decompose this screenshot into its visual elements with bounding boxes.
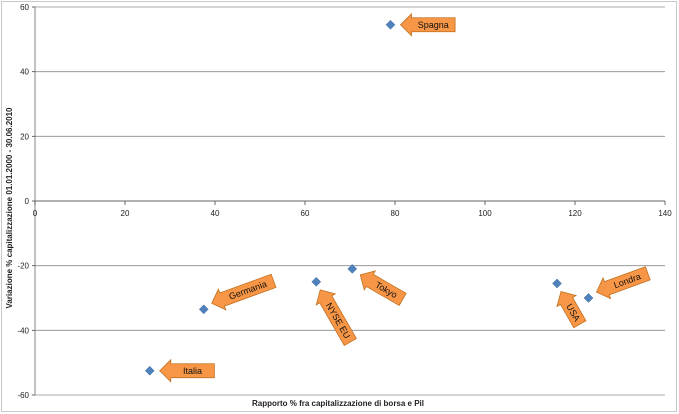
callout-londra: Londra xyxy=(595,266,651,300)
x-tick-label: 140 xyxy=(658,209,672,218)
axes xyxy=(32,6,666,396)
x-tick-label: 20 xyxy=(121,209,130,218)
y-tick-label: 60 xyxy=(20,3,29,12)
data-point-italia xyxy=(144,365,155,376)
y-tick-label: 0 xyxy=(25,197,30,206)
data-point-germania xyxy=(198,304,209,315)
callout-usa: USA xyxy=(556,290,587,329)
x-tick-label: 100 xyxy=(478,209,492,218)
callout-arrow-shape xyxy=(315,289,357,347)
y-tick-label: 20 xyxy=(20,132,29,141)
callout-arrow-shape xyxy=(556,290,587,329)
callout-arrow-shape xyxy=(159,358,215,383)
callout-italia: Italia xyxy=(159,358,215,383)
y-tick-label: -20 xyxy=(17,262,29,271)
callout-label: Spagna xyxy=(418,20,449,30)
callout-spagna: Spagna xyxy=(399,12,456,37)
y-tick-label: 40 xyxy=(20,68,29,77)
data-point-nyse-eu xyxy=(311,276,322,287)
data-point-usa xyxy=(552,278,562,289)
y-tick-label: -40 xyxy=(17,326,29,335)
callout-label: Germania xyxy=(228,279,269,302)
callout-label: Italia xyxy=(183,366,202,376)
callout-arrow-shape xyxy=(595,266,651,300)
callout-arrow-shape xyxy=(399,12,456,37)
data-point-spagna xyxy=(385,19,396,30)
data-point-tokyo xyxy=(347,264,358,274)
x-tick-label: 40 xyxy=(211,209,220,218)
y-axis-title: Variazione % capitalizzazione 01.01.2000… xyxy=(5,107,14,309)
callout-arrow-shape xyxy=(211,273,277,311)
tick-labels: 60 40 20 0 -20 -40 -60 0 20 40 60 80 100 120 140 xyxy=(17,3,672,400)
y-tick-label: -60 xyxy=(17,391,29,400)
x-tick-label: 60 xyxy=(301,209,310,218)
x-tick-label: 0 xyxy=(33,209,38,218)
data-point-londra xyxy=(583,293,594,303)
x-axis-title: Rapporto % fra capitalizzazione di borsa… xyxy=(252,399,424,408)
callout-germania: Germania xyxy=(211,273,277,311)
callout-tokyo: Tokyo xyxy=(359,270,407,307)
callout-arrow-shape xyxy=(359,270,407,307)
data-points xyxy=(144,19,594,376)
x-tick-label: 120 xyxy=(568,209,582,218)
callout-nyse-eu: NYSE EU xyxy=(315,289,357,347)
x-tick-label: 80 xyxy=(391,209,400,218)
